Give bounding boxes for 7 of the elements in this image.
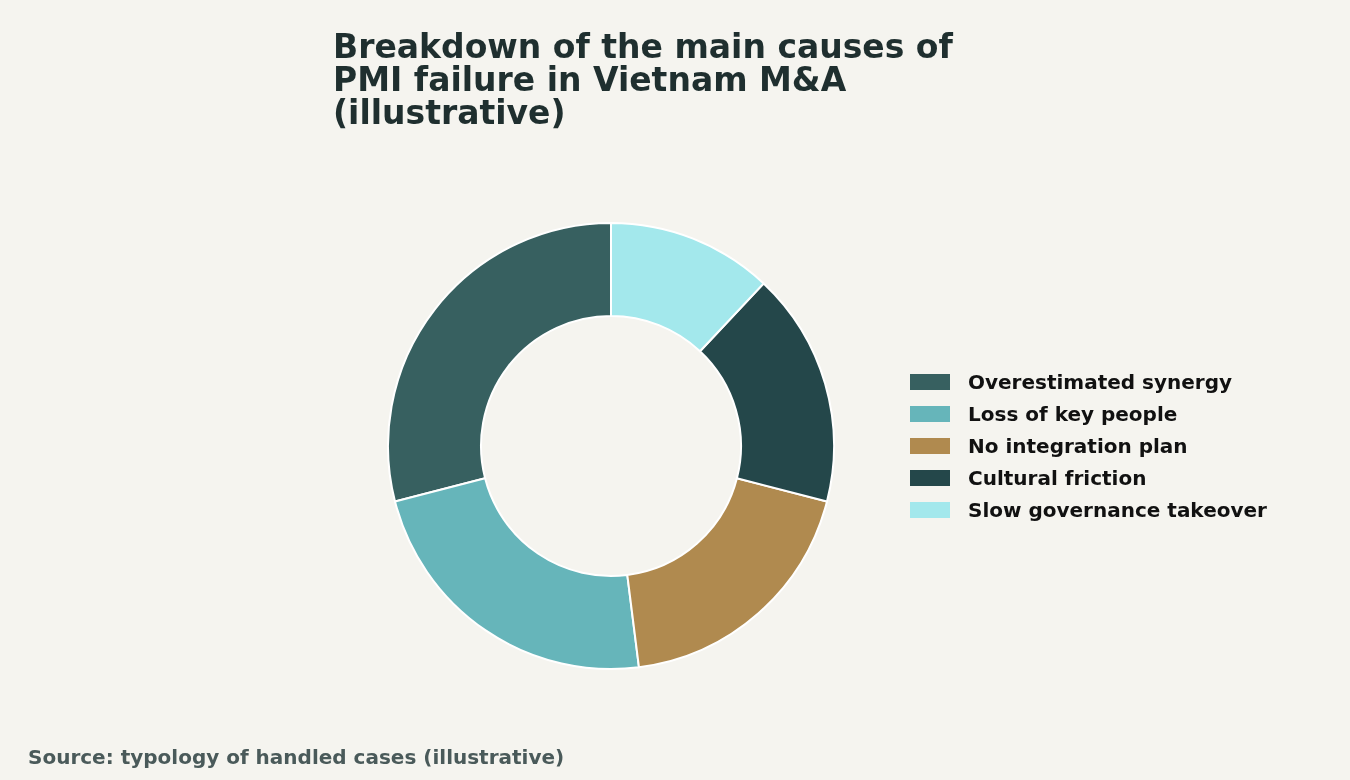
chart-title: Breakdown of the main causes of PMI failure in Vietnam M&A (illustrative) (333, 27, 954, 132)
legend-label: No integration plan (968, 434, 1188, 458)
legend-label: Cultural friction (968, 466, 1147, 490)
source-note: Source: typology of handled cases (illustrative) (28, 745, 565, 769)
legend-label: Loss of key people (968, 402, 1178, 426)
legend-label: Slow governance takeover (968, 498, 1268, 522)
legend-label: Overestimated synergy (968, 370, 1233, 394)
